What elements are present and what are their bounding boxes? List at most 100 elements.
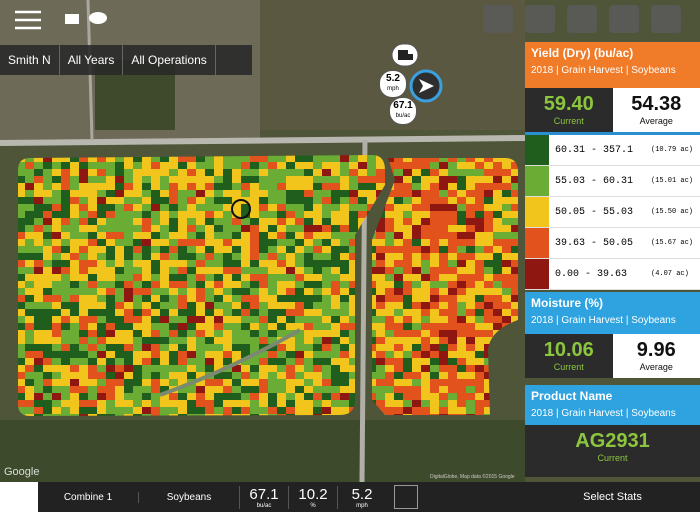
yield-cell [205, 316, 214, 323]
yield-cell [178, 365, 187, 372]
yield-cell [403, 407, 412, 414]
yield-cell [385, 281, 394, 288]
yield-cell [439, 281, 448, 288]
yield-cell [88, 316, 97, 323]
operation-filter[interactable]: All Operations [123, 45, 216, 75]
yield-cell [115, 379, 124, 386]
yield-cell [403, 330, 412, 337]
help-button[interactable] [483, 5, 513, 33]
yield-cell [430, 316, 439, 323]
yield-cell [304, 155, 313, 162]
menu-icon[interactable] [15, 10, 41, 30]
yield-cell [223, 232, 232, 239]
yield-cell [106, 176, 115, 183]
yield-cell [448, 246, 457, 253]
farm-filter[interactable]: Smith N [0, 45, 60, 75]
badge-unit: mph [387, 86, 399, 92]
yield-cell [97, 176, 106, 183]
yield-cell [106, 351, 115, 358]
legend-area: (4.07 ac) [651, 270, 689, 278]
yield-cell [43, 302, 52, 309]
yield-cell [187, 225, 196, 232]
yield-cell [331, 316, 340, 323]
yield-cell [430, 253, 439, 260]
yield-cell [412, 372, 421, 379]
yield-cell [52, 379, 61, 386]
yield-cell [133, 344, 142, 351]
yield-cell [160, 386, 169, 393]
stat-value: 54.38 [631, 93, 682, 115]
moisture-panel[interactable]: Moisture (%) 2018 | Grain Harvest | Soybe… [525, 292, 700, 378]
yield-cell [106, 407, 115, 414]
yield-cell [34, 169, 43, 176]
yield-cell [430, 281, 439, 288]
yield-cell [502, 162, 511, 169]
select-stats[interactable]: Select Stats [583, 491, 642, 503]
readout: 67.1 bu/ac [239, 485, 288, 509]
device-icon[interactable] [65, 14, 79, 24]
yield-cell [25, 211, 34, 218]
product-panel[interactable]: Product Name 2018 | Grain Harvest | Soybe… [525, 385, 700, 477]
yield-cell [178, 197, 187, 204]
yield-cell [349, 295, 358, 302]
yield-cell [214, 274, 223, 281]
yield-cell [385, 295, 394, 302]
crosshair[interactable] [231, 199, 251, 219]
yield-cell [232, 190, 241, 197]
cloud-icon[interactable] [89, 12, 107, 24]
yield-cell [349, 330, 358, 337]
yield-cell [430, 183, 439, 190]
zoom-button[interactable] [651, 5, 681, 33]
yield-cell [124, 393, 133, 400]
yield-cell [214, 155, 223, 162]
report-button[interactable] [609, 5, 639, 33]
yield-cell [250, 407, 259, 414]
yield-cell [241, 386, 250, 393]
yield-cell [286, 190, 295, 197]
year-filter[interactable]: All Years [60, 45, 124, 75]
yield-cell [322, 295, 331, 302]
layers-button[interactable] [525, 5, 555, 33]
yield-cell [97, 288, 106, 295]
yield-cell [124, 372, 133, 379]
print-button[interactable] [567, 5, 597, 33]
yield-cell [18, 253, 25, 260]
yield-cell [18, 176, 25, 183]
yield-cell [34, 176, 43, 183]
yield-cell [394, 253, 403, 260]
yield-cell [286, 309, 295, 316]
yield-cell [475, 281, 484, 288]
yield-cell [367, 183, 376, 190]
yield-cell [18, 365, 25, 372]
yield-cell [439, 162, 448, 169]
yield-cell [430, 246, 439, 253]
yield-cell [448, 239, 457, 246]
average-stat: 9.96 Average [613, 334, 700, 378]
machine-name[interactable]: Combine 1 [63, 491, 113, 503]
yield-cell [340, 351, 349, 358]
yield-cell [277, 386, 286, 393]
yield-layer [18, 155, 518, 416]
yield-cell [169, 400, 178, 407]
yield-cell [214, 232, 223, 239]
yield-cell [43, 393, 52, 400]
yield-cell [448, 176, 457, 183]
yield-cell [133, 295, 142, 302]
yield-cell [277, 281, 286, 288]
yield-cell [241, 337, 250, 344]
yield-cell [430, 232, 439, 239]
yield-cell [412, 351, 421, 358]
yield-panel[interactable]: Yield (Dry) (bu/ac) 2018 | Grain Harvest … [525, 42, 700, 290]
yield-cell [25, 281, 34, 288]
yield-cell [133, 197, 142, 204]
yield-cell [205, 365, 214, 372]
yield-cell [142, 218, 151, 225]
yield-cell [178, 386, 187, 393]
crop-name[interactable]: Soybeans [138, 491, 239, 503]
machine-thumb[interactable] [0, 482, 38, 512]
layout-button[interactable] [394, 485, 418, 509]
yield-cell [412, 260, 421, 267]
yield-cell [340, 274, 349, 281]
yield-cell [70, 323, 79, 330]
yield-cell [511, 232, 518, 239]
